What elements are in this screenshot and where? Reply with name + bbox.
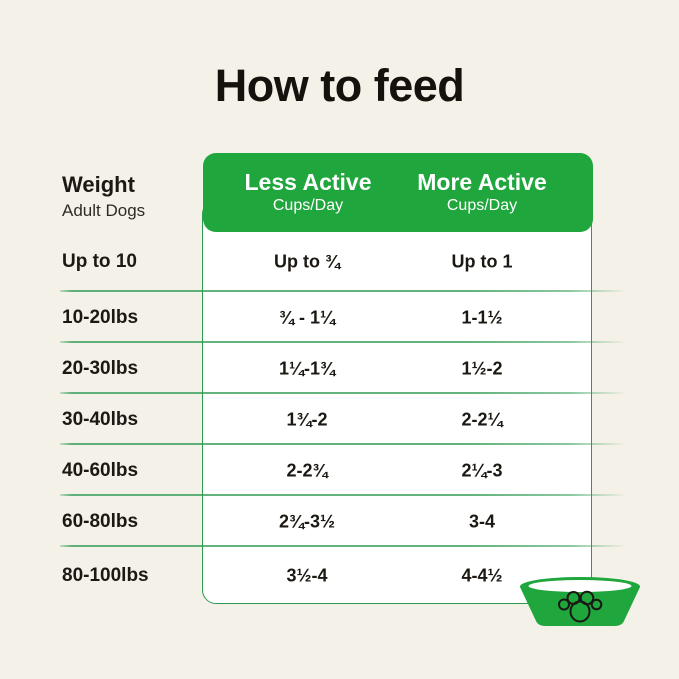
more-active-cell: 3-4 bbox=[468, 511, 495, 531]
weight-column-header: Weight Adult Dogs bbox=[62, 172, 145, 221]
weight-cell: 10-20lbs bbox=[62, 306, 139, 328]
more-active-label: More Active bbox=[417, 169, 547, 195]
less-active-cell: 1¼-1¾ bbox=[278, 358, 336, 378]
weight-cell: 80-100lbs bbox=[62, 565, 149, 586]
less-active-sublabel: Cups/Day bbox=[272, 197, 344, 214]
column-header-less-active: Less Active Cups/Day bbox=[208, 153, 408, 232]
table-row: 30-40lbs 1¾-2 2-2¼ bbox=[0, 394, 679, 445]
more-active-cell: Up to 1 bbox=[451, 251, 513, 272]
less-active-cell: 2-2¾ bbox=[286, 460, 328, 480]
weight-cell: 60-80lbs bbox=[62, 510, 139, 532]
more-active-cell: 2-2¼ bbox=[461, 409, 503, 429]
weight-cell: 30-40lbs bbox=[62, 408, 139, 430]
weight-sublabel: Adult Dogs bbox=[62, 201, 146, 220]
table-row: 10-20lbs ¾ - 1¼ 1-1½ bbox=[0, 292, 679, 343]
table-row: 40-60lbs 2-2¾ 2¼-3 bbox=[0, 445, 679, 496]
less-active-label: Less Active bbox=[244, 169, 372, 195]
feeding-rows: Up to 10 Up to ¾ Up to 1 10-20lbs ¾ - 1¼… bbox=[0, 232, 679, 605]
page-title: How to feed bbox=[214, 60, 465, 111]
more-active-cell: 4-4½ bbox=[461, 565, 503, 586]
table-row: Up to 10 Up to ¾ Up to 1 bbox=[0, 232, 679, 292]
more-active-cell: 1-1½ bbox=[461, 307, 503, 327]
less-active-cell: ¾ - 1¼ bbox=[278, 307, 336, 327]
table-row: 80-100lbs 3½-4 4-4½ bbox=[0, 547, 679, 605]
less-active-cell: Up to ¾ bbox=[274, 251, 340, 272]
paw-print-icon bbox=[558, 590, 603, 623]
more-active-cell: 1½-2 bbox=[461, 358, 503, 378]
table-row: 20-30lbs 1¼-1¾ 1½-2 bbox=[0, 343, 679, 394]
table-row: 60-80lbs 2¾-3½ 3-4 bbox=[0, 496, 679, 547]
weight-cell: 40-60lbs bbox=[62, 459, 139, 481]
table-header: Less Active Cups/Day More Active Cups/Da… bbox=[203, 153, 593, 232]
less-active-cell: 1¾-2 bbox=[286, 409, 328, 429]
dog-bowl-icon bbox=[520, 577, 640, 626]
table-card bbox=[202, 200, 592, 604]
less-active-cell: 3½-4 bbox=[286, 565, 328, 586]
weight-label: Weight bbox=[62, 172, 135, 197]
column-header-more-active: More Active Cups/Day bbox=[382, 153, 582, 232]
more-active-cell: 2¼-3 bbox=[461, 460, 503, 480]
weight-cell: Up to 10 bbox=[62, 251, 137, 272]
more-active-sublabel: Cups/Day bbox=[446, 197, 518, 214]
weight-cell: 20-30lbs bbox=[62, 357, 139, 379]
less-active-cell: 2¾-3½ bbox=[278, 511, 336, 531]
